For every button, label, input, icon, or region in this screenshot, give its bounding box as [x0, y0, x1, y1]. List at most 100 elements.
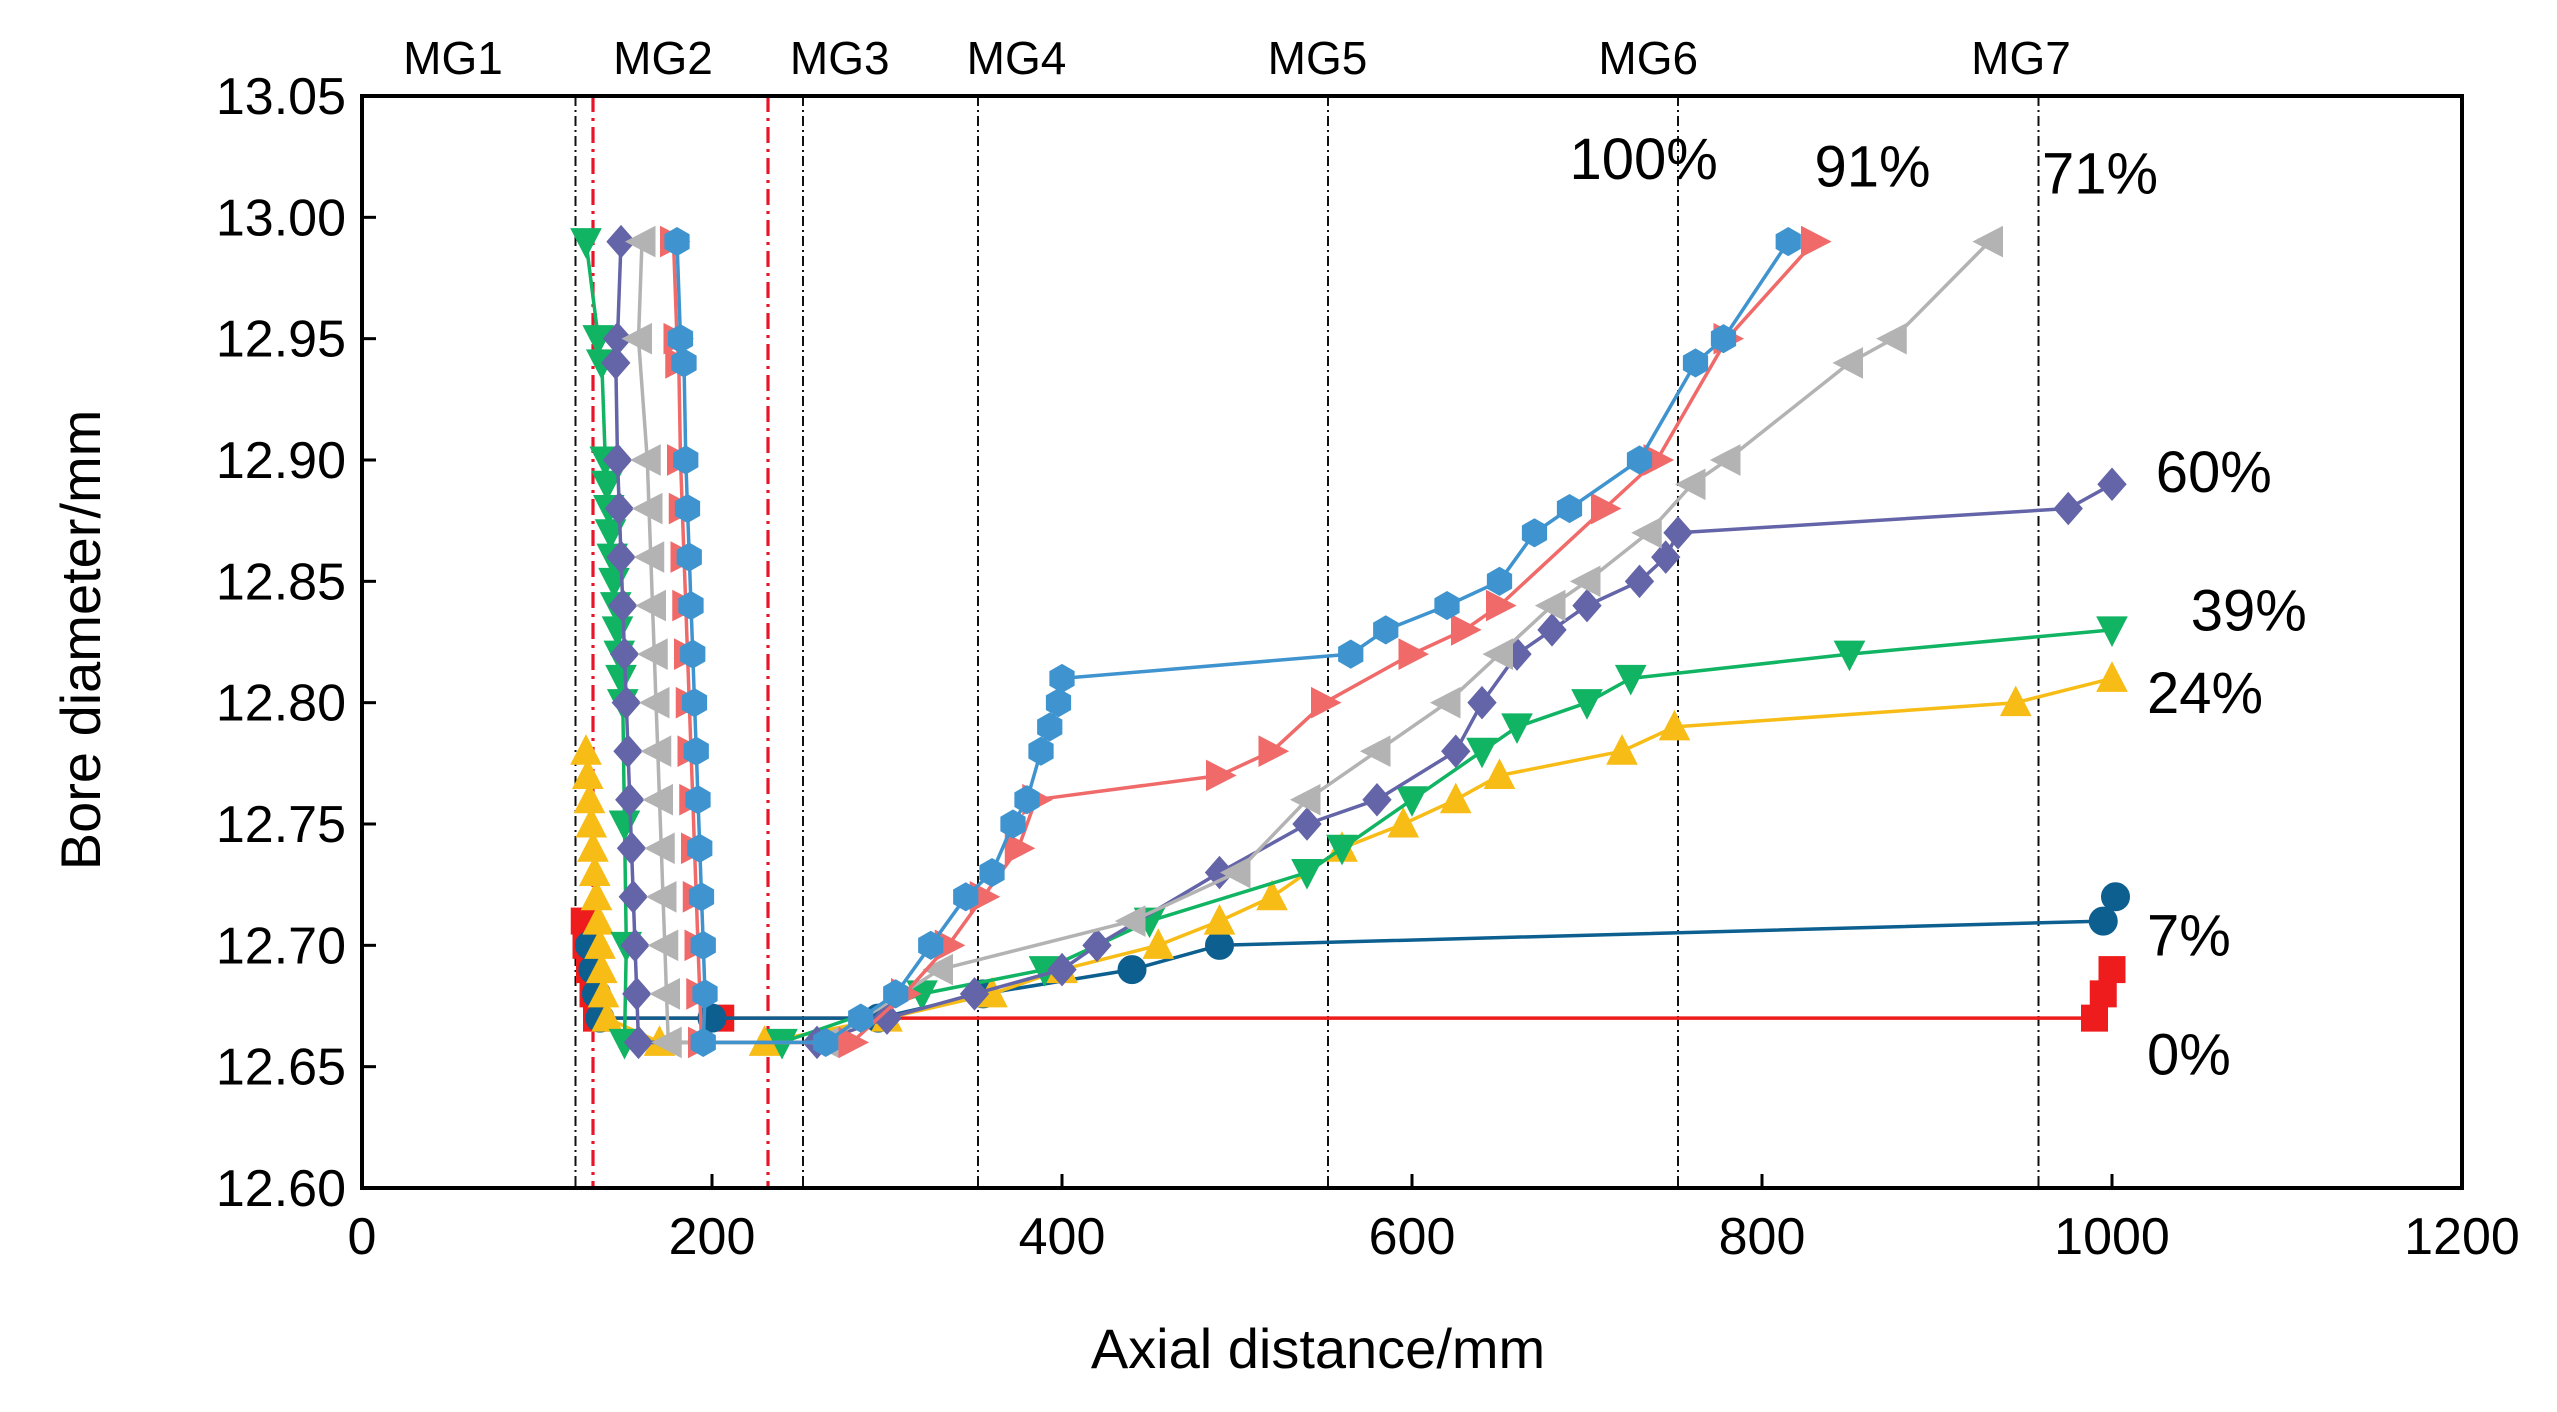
- series-71pct-point: [922, 953, 953, 986]
- series-24pct-point: [1387, 806, 1420, 838]
- series-100pct-point: [690, 1027, 716, 1057]
- zone-label-mg2: MG2: [613, 32, 713, 84]
- series-0pct-point: [2081, 1004, 2108, 1032]
- y-tick-label: 12.95: [216, 311, 346, 369]
- series-60pct-point: [613, 734, 643, 768]
- zone-label-mg1: MG1: [403, 32, 503, 84]
- series-24pct-point: [2096, 661, 2128, 692]
- series-layer: [570, 224, 2130, 1060]
- series-100pct-point: [1710, 324, 1737, 354]
- series-100pct: [664, 227, 1801, 1057]
- series-7pct-label: 7%: [2147, 904, 2231, 969]
- series-91pct-point: [1591, 492, 1622, 525]
- series-71pct-point: [1569, 565, 1601, 598]
- series-71pct: [621, 225, 2003, 1059]
- zone-label-mg3: MG3: [790, 32, 890, 84]
- series-71pct-point: [637, 638, 668, 670]
- series-100pct-point: [674, 493, 701, 524]
- series-100pct-point: [685, 785, 711, 815]
- series-71pct-point: [1359, 735, 1391, 768]
- series-100pct-line: [675, 240, 1790, 1045]
- series-100pct-point: [688, 882, 715, 912]
- series-60pct-point: [1624, 564, 1655, 599]
- series-60pct-point: [606, 540, 636, 574]
- series-24pct-point: [1439, 782, 1472, 814]
- series-71pct-label: 71%: [2042, 142, 2158, 207]
- series-91pct-point: [1451, 614, 1482, 646]
- series-100pct-point: [1014, 785, 1040, 815]
- zone-label-mg7: MG7: [1971, 32, 2071, 84]
- series-60pct-point: [1537, 613, 1567, 647]
- series-100pct-point: [683, 736, 709, 766]
- series-91pct-point: [1258, 735, 1290, 768]
- series-71pct-point: [621, 322, 652, 355]
- series-91pct-point: [1486, 589, 1517, 622]
- series-60pct-point: [1204, 855, 1235, 890]
- series-100pct-point: [676, 542, 702, 572]
- series-100pct-point: [1028, 736, 1054, 766]
- series-7pct: [575, 882, 2130, 1033]
- series-100pct-point: [979, 857, 1005, 888]
- series-60pct-point: [1047, 952, 1077, 987]
- series-39pct-point: [1396, 786, 1428, 817]
- series-71pct-point: [640, 735, 672, 768]
- y-tick-label: 12.60: [216, 1160, 346, 1218]
- series-100pct-point: [690, 930, 716, 960]
- series-71pct-point: [642, 783, 673, 816]
- series-71pct-point: [630, 444, 661, 476]
- series-100pct-point: [1775, 227, 1801, 257]
- series-0pct-point: [2089, 980, 2117, 1008]
- y-axis-label: Bore diameter/mm: [49, 410, 112, 871]
- zone-label-mg4: MG4: [967, 32, 1067, 84]
- series-60pct-point: [1651, 540, 1681, 574]
- series-100pct-point: [1682, 348, 1709, 378]
- series-60pct-point: [1441, 734, 1471, 768]
- x-tick-label: 400: [1019, 1208, 1106, 1266]
- series-100pct-label: 100%: [1570, 127, 1718, 192]
- x-tick-label: 200: [669, 1208, 756, 1266]
- series-71pct-point: [1674, 468, 1706, 501]
- series-60pct-point: [604, 491, 634, 526]
- series-100pct-point: [673, 445, 699, 475]
- series-24pct-point: [1483, 758, 1516, 789]
- series-71pct-point: [647, 929, 679, 962]
- series-24pct-point: [591, 1001, 623, 1032]
- series-7pct-point: [2088, 906, 2118, 936]
- series-60pct-point: [1572, 588, 1602, 623]
- series-39pct-point: [594, 519, 627, 550]
- series-100pct-point: [1037, 712, 1063, 742]
- series-60pct-point: [623, 1025, 654, 1060]
- series-100pct-point: [1045, 688, 1072, 718]
- series-60pct-point: [1467, 685, 1497, 720]
- series-100pct-point: [953, 882, 979, 912]
- series-100pct-point: [1338, 639, 1364, 669]
- series-100pct-point: [813, 1027, 839, 1057]
- x-tick-label: 800: [1719, 1208, 1806, 1266]
- series-39pct-point: [1614, 664, 1647, 696]
- series-labels: 0% 7% 24% 39% 60% 71% 91% 100%: [1570, 127, 2307, 1087]
- series-60pct-label: 60%: [2156, 440, 2272, 505]
- x-tick-label: 1000: [2054, 1208, 2170, 1266]
- series-60pct-point: [618, 880, 648, 914]
- series-71pct-point: [1972, 225, 2003, 258]
- series-24pct-point: [1203, 903, 1236, 935]
- series-71pct-point: [1289, 783, 1321, 816]
- series-7pct-point: [1117, 955, 1147, 985]
- series-71pct-point: [1534, 589, 1566, 622]
- series-91pct-line: [671, 240, 1816, 1045]
- zone-label-mg6: MG6: [1598, 32, 1698, 84]
- x-tick-label: 600: [1369, 1208, 1456, 1266]
- series-71pct-point: [1709, 444, 1741, 476]
- series-71pct-point: [1631, 516, 1662, 549]
- series-100pct-point: [1373, 615, 1399, 645]
- series-60pct-point: [622, 977, 652, 1011]
- x-tick-label: 1200: [2404, 1208, 2520, 1266]
- series-60pct-point: [2097, 467, 2127, 502]
- series-71pct-point: [635, 589, 666, 622]
- series-60pct-point: [606, 224, 636, 259]
- series-60pct-point: [1292, 807, 1322, 841]
- series-60pct-point: [959, 977, 990, 1011]
- y-tick-label: 12.85: [216, 553, 346, 611]
- series-39pct-label: 39%: [2191, 578, 2307, 643]
- series-100pct-point: [848, 1003, 874, 1033]
